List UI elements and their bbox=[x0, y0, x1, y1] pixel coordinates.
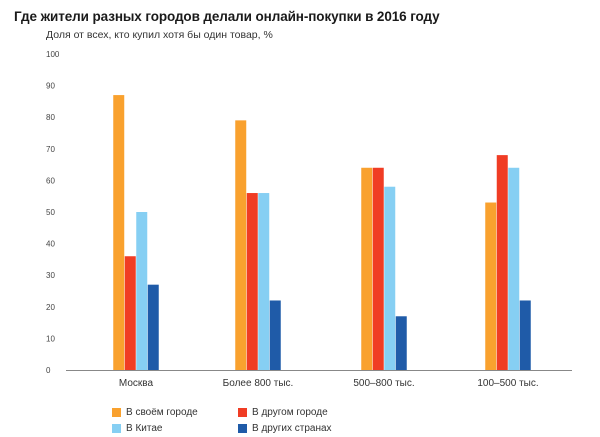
y-tick-label: 90 bbox=[46, 82, 55, 91]
bar bbox=[136, 212, 148, 370]
legend-label-own-city: В своём городе bbox=[126, 407, 198, 418]
bar bbox=[496, 155, 508, 370]
y-tick-label: 60 bbox=[46, 176, 55, 185]
bar bbox=[361, 167, 373, 370]
bar bbox=[124, 256, 136, 370]
legend-item-other-city: В другом городе bbox=[238, 407, 328, 418]
x-category-label: Москва bbox=[119, 378, 154, 389]
bar bbox=[113, 95, 125, 370]
legend-label-other-countries: В других странах bbox=[252, 423, 332, 434]
y-tick-label: 10 bbox=[46, 334, 55, 343]
y-tick-label: 50 bbox=[46, 208, 55, 217]
legend-swatch-own-city bbox=[112, 408, 121, 417]
y-axis-label: Доля от всех, кто купил хотя бы один тов… bbox=[46, 29, 273, 41]
y-tick-label: 80 bbox=[46, 113, 55, 122]
y-tick-label: 100 bbox=[46, 50, 60, 59]
legend-item-other-countries: В других странах bbox=[238, 423, 332, 434]
y-tick-label: 40 bbox=[46, 240, 55, 249]
y-tick-label: 70 bbox=[46, 145, 55, 154]
bar bbox=[147, 284, 159, 370]
chart-title: Где жители разных городов делали онлайн-… bbox=[14, 9, 440, 24]
legend-item-china: В Китае bbox=[112, 423, 162, 434]
bar bbox=[235, 120, 247, 370]
bar bbox=[384, 186, 396, 370]
bar bbox=[246, 193, 258, 370]
bar bbox=[395, 316, 407, 370]
bar bbox=[258, 193, 270, 370]
x-category-label: 100–500 тыс. bbox=[477, 378, 538, 389]
y-tick-label: 20 bbox=[46, 303, 55, 312]
bar bbox=[519, 300, 531, 370]
y-tick-label: 0 bbox=[46, 366, 51, 375]
legend-label-china: В Китае bbox=[126, 423, 163, 434]
bar bbox=[485, 202, 497, 370]
legend-swatch-other-city bbox=[238, 408, 247, 417]
legend-swatch-china bbox=[112, 424, 121, 433]
x-category-label: 500–800 тыс. bbox=[353, 378, 414, 389]
bar bbox=[269, 300, 281, 370]
bar bbox=[508, 167, 520, 370]
legend-swatch-other-countries bbox=[238, 424, 247, 433]
legend-item-own-city: В своём городе bbox=[112, 407, 198, 418]
bar bbox=[372, 167, 384, 370]
legend-label-other-city: В другом городе bbox=[252, 407, 328, 418]
y-tick-label: 30 bbox=[46, 271, 55, 280]
x-category-label: Более 800 тыс. bbox=[223, 378, 294, 389]
